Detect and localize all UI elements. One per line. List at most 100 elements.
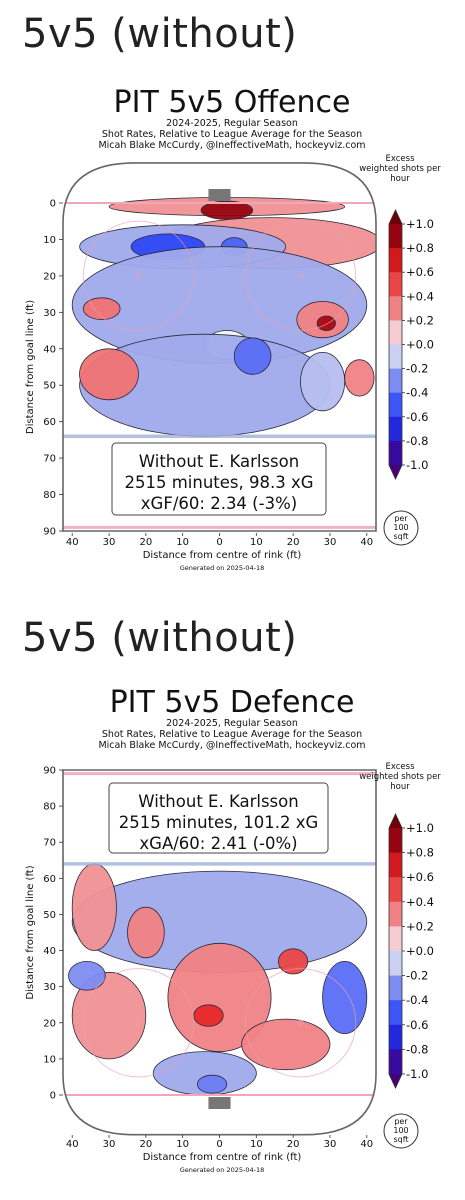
heat-region bbox=[197, 1074, 228, 1094]
colorbar-tick-label: +0.2 bbox=[406, 313, 434, 327]
heat-layer bbox=[68, 863, 368, 1096]
faceoff-dot bbox=[135, 272, 142, 279]
x-tick-label: 30 bbox=[103, 537, 116, 548]
heat-region bbox=[193, 1004, 224, 1027]
colorbar-title: Excess bbox=[385, 762, 415, 772]
annotation-box bbox=[111, 442, 327, 516]
heat-region bbox=[82, 297, 121, 321]
x-tick-label: 20 bbox=[287, 537, 300, 548]
colorbar-tick-label: -0.6 bbox=[406, 1018, 428, 1032]
x-tick-label: 10 bbox=[176, 1139, 189, 1150]
x-tick-label: 20 bbox=[139, 537, 152, 548]
faceoff-dot bbox=[135, 1019, 142, 1026]
rink-markings bbox=[63, 202, 376, 529]
y-axis-label: Distance from goal line (ft) bbox=[25, 865, 36, 999]
heat-region bbox=[344, 359, 375, 397]
heat-region bbox=[127, 906, 165, 959]
generated-note: Generated on 2025-04-18 bbox=[180, 1166, 265, 1174]
x-tick-label: 40 bbox=[360, 537, 373, 548]
faceoff-dot bbox=[297, 1019, 304, 1026]
colorbar-segment bbox=[389, 248, 402, 273]
x-tick-label: 20 bbox=[139, 1139, 152, 1150]
chart-subtitle: 2024-2025, Regular Season bbox=[166, 118, 298, 129]
unit-circle bbox=[383, 1113, 419, 1149]
colorbar-bottom-extend bbox=[389, 1074, 402, 1088]
y-tick-label: 30 bbox=[43, 982, 56, 993]
colorbar-segment bbox=[389, 368, 402, 394]
x-tick-label: 20 bbox=[287, 1139, 300, 1150]
colorbar-title: weighted shots per bbox=[359, 772, 441, 782]
heat-region bbox=[68, 960, 106, 991]
colorbar-segment bbox=[389, 951, 402, 977]
annotation-line: 2515 minutes, 101.2 xG bbox=[119, 813, 319, 832]
rink-boards bbox=[62, 162, 377, 532]
colorbar-tick-label: -0.8 bbox=[406, 434, 428, 448]
rink-markings bbox=[63, 772, 376, 1096]
colorbar-segment bbox=[389, 224, 402, 249]
colorbar-tick-label: +0.6 bbox=[406, 870, 434, 884]
x-tick-label: 0 bbox=[216, 537, 222, 548]
y-tick-label: 0 bbox=[50, 1091, 56, 1102]
y-tick-label: 50 bbox=[43, 910, 56, 921]
colorbar-segment bbox=[389, 1000, 402, 1026]
y-tick-label: 30 bbox=[43, 308, 56, 319]
y-tick-label: 20 bbox=[43, 1018, 56, 1029]
colorbar-title: hour bbox=[390, 782, 410, 792]
y-tick-label: 90 bbox=[43, 527, 56, 538]
y-tick-label: 80 bbox=[43, 490, 56, 501]
x-tick-label: 30 bbox=[103, 1139, 116, 1150]
x-tick-label: 40 bbox=[360, 1139, 373, 1150]
heat-region bbox=[300, 351, 346, 412]
colorbar-tick-label: +1.0 bbox=[406, 821, 434, 835]
colorbar-segment bbox=[389, 416, 402, 442]
colorbar-segment bbox=[389, 272, 402, 297]
colorbar-tick-label: -0.2 bbox=[406, 969, 428, 983]
colorbar-segment bbox=[389, 440, 402, 466]
colorbar-tick-label: -1.0 bbox=[406, 458, 428, 472]
section-heading: 5v5 (without) bbox=[22, 11, 298, 57]
colorbar-tick-label: +0.8 bbox=[406, 846, 434, 860]
colorbar-title: weighted shots per bbox=[359, 164, 441, 174]
colorbar-tick-label: -0.6 bbox=[406, 410, 428, 424]
unit-note: 100 bbox=[393, 1126, 408, 1135]
generated-note: Generated on 2025-04-18 bbox=[180, 564, 265, 572]
colorbar-segment bbox=[389, 975, 402, 1001]
unit-note: sqft bbox=[393, 532, 408, 541]
y-tick-label: 70 bbox=[43, 838, 56, 849]
unit-note: sqft bbox=[393, 1135, 408, 1144]
annotation-line: xGF/60: 2.34 (-3%) bbox=[141, 494, 297, 513]
unit-note: per bbox=[394, 1117, 408, 1126]
heat-region bbox=[316, 315, 336, 332]
colorbar-tick-label: -0.2 bbox=[406, 362, 428, 376]
annotation-box bbox=[108, 782, 329, 854]
colorbar-segment bbox=[389, 392, 402, 418]
colorbar-tick-label: -1.0 bbox=[406, 1067, 428, 1081]
colorbar-tick-label: +0.2 bbox=[406, 919, 434, 933]
faceoff-circle bbox=[244, 220, 357, 332]
colorbar-tick-label: +0.4 bbox=[406, 895, 434, 909]
chart-subtitle: Shot Rates, Relative to League Average f… bbox=[102, 729, 362, 740]
annotation-line: 2515 minutes, 98.3 xG bbox=[124, 473, 313, 492]
colorbar-segment bbox=[389, 320, 402, 345]
heat-region bbox=[71, 971, 147, 1060]
faceoff-circle bbox=[82, 220, 195, 332]
colorbar-segment bbox=[389, 828, 402, 854]
chart-title: PIT 5v5 Defence bbox=[110, 685, 355, 720]
chart-subtitle: Micah Blake McCurdy, @IneffectiveMath, h… bbox=[98, 140, 365, 151]
x-tick-label: 10 bbox=[250, 1139, 263, 1150]
colorbar-tick-label: +0.4 bbox=[406, 289, 434, 303]
y-tick-label: 90 bbox=[43, 766, 56, 777]
unit-note: per bbox=[394, 514, 408, 523]
faceoff-circle bbox=[244, 968, 357, 1078]
heat-region bbox=[233, 337, 272, 375]
x-tick-label: 40 bbox=[66, 1139, 79, 1150]
section-heading: 5v5 (without) bbox=[22, 615, 298, 661]
colorbar-title: Excess bbox=[385, 154, 415, 164]
x-tick-label: 10 bbox=[250, 537, 263, 548]
colorbar-tick-label: +0.6 bbox=[406, 265, 434, 279]
heat-region bbox=[71, 863, 117, 951]
annotation-line: Without E. Karlsson bbox=[138, 792, 298, 811]
x-axis-label: Distance from centre of rink (ft) bbox=[143, 1152, 302, 1163]
unit-note: 100 bbox=[393, 523, 408, 532]
